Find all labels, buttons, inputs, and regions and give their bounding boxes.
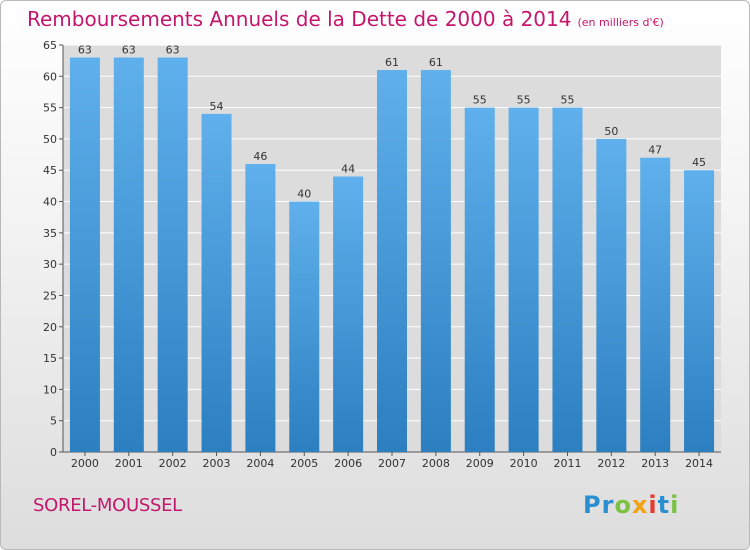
bar-value-label: 55 (473, 94, 487, 107)
logo-letter: i (670, 491, 680, 519)
x-tick-label: 2013 (641, 457, 669, 470)
bar-value-label: 61 (385, 56, 399, 69)
bar (596, 138, 627, 452)
bar (420, 70, 451, 453)
y-tick-label: 45 (43, 164, 57, 177)
x-tick-label: 2006 (334, 457, 362, 470)
bar (508, 107, 539, 452)
x-tick-label: 2003 (203, 457, 231, 470)
bar-value-label: 54 (210, 100, 224, 113)
bar-value-label: 50 (604, 125, 618, 138)
y-tick-label: 55 (43, 102, 57, 115)
y-tick-label: 65 (43, 39, 57, 52)
bar (684, 170, 715, 452)
logo-letter: x (631, 491, 649, 519)
x-tick-label: 2004 (246, 457, 274, 470)
logo-letter: t (657, 491, 671, 519)
bar (289, 201, 320, 452)
bar-value-label: 55 (560, 94, 574, 107)
y-tick-label: 0 (50, 446, 57, 459)
chart-title-main: Remboursements Annuels de la Dette de 20… (27, 7, 572, 31)
bar-value-label: 61 (429, 56, 443, 69)
x-tick-label: 2001 (115, 457, 143, 470)
x-tick-label: 2012 (597, 457, 625, 470)
proxiti-logo[interactable]: Proxiti (583, 491, 679, 519)
logo-letter: r (601, 491, 615, 519)
bar (552, 107, 583, 452)
bar-value-label: 63 (166, 44, 180, 57)
y-tick-label: 15 (43, 352, 57, 365)
bar-value-label: 63 (78, 44, 92, 57)
bar-value-label: 44 (341, 162, 355, 175)
bar (377, 70, 407, 453)
bar (464, 107, 495, 452)
y-tick-label: 35 (43, 227, 57, 240)
x-tick-label: 2000 (71, 457, 99, 470)
bar (201, 113, 232, 452)
chart-title: Remboursements Annuels de la Dette de 20… (27, 7, 664, 31)
x-tick-label: 2005 (290, 457, 318, 470)
bar (157, 57, 188, 453)
y-tick-label: 25 (43, 289, 57, 302)
x-tick-label: 2008 (422, 457, 450, 470)
logo-letter: o (614, 491, 632, 519)
y-tick-label: 30 (43, 258, 57, 271)
y-tick-label: 50 (43, 133, 57, 146)
y-tick-label: 10 (43, 383, 57, 396)
logo-letter: P (583, 491, 602, 519)
bar-value-label: 55 (517, 94, 531, 107)
y-tick-label: 20 (43, 321, 57, 334)
x-tick-label: 2007 (378, 457, 406, 470)
y-tick-label: 5 (50, 415, 57, 428)
bar-value-label: 40 (297, 188, 311, 201)
bar (640, 157, 671, 452)
chart-title-unit: (en milliers d'€) (577, 16, 664, 29)
y-tick-label: 40 (43, 196, 57, 209)
logo-letter: i (648, 491, 658, 519)
bar (69, 57, 100, 453)
bar-value-label: 45 (692, 156, 706, 169)
bar-value-label: 63 (122, 44, 136, 57)
bar (113, 57, 144, 453)
bar-value-label: 47 (648, 144, 662, 157)
x-tick-label: 2010 (510, 457, 538, 470)
bar-value-label: 46 (253, 150, 267, 163)
x-tick-label: 2002 (159, 457, 187, 470)
commune-name: SOREL-MOUSSEL (33, 495, 182, 516)
y-tick-label: 60 (43, 70, 57, 83)
x-tick-label: 2014 (685, 457, 713, 470)
bar (333, 176, 364, 452)
bar (245, 163, 276, 452)
x-tick-label: 2009 (466, 457, 494, 470)
x-tick-label: 2011 (553, 457, 581, 470)
